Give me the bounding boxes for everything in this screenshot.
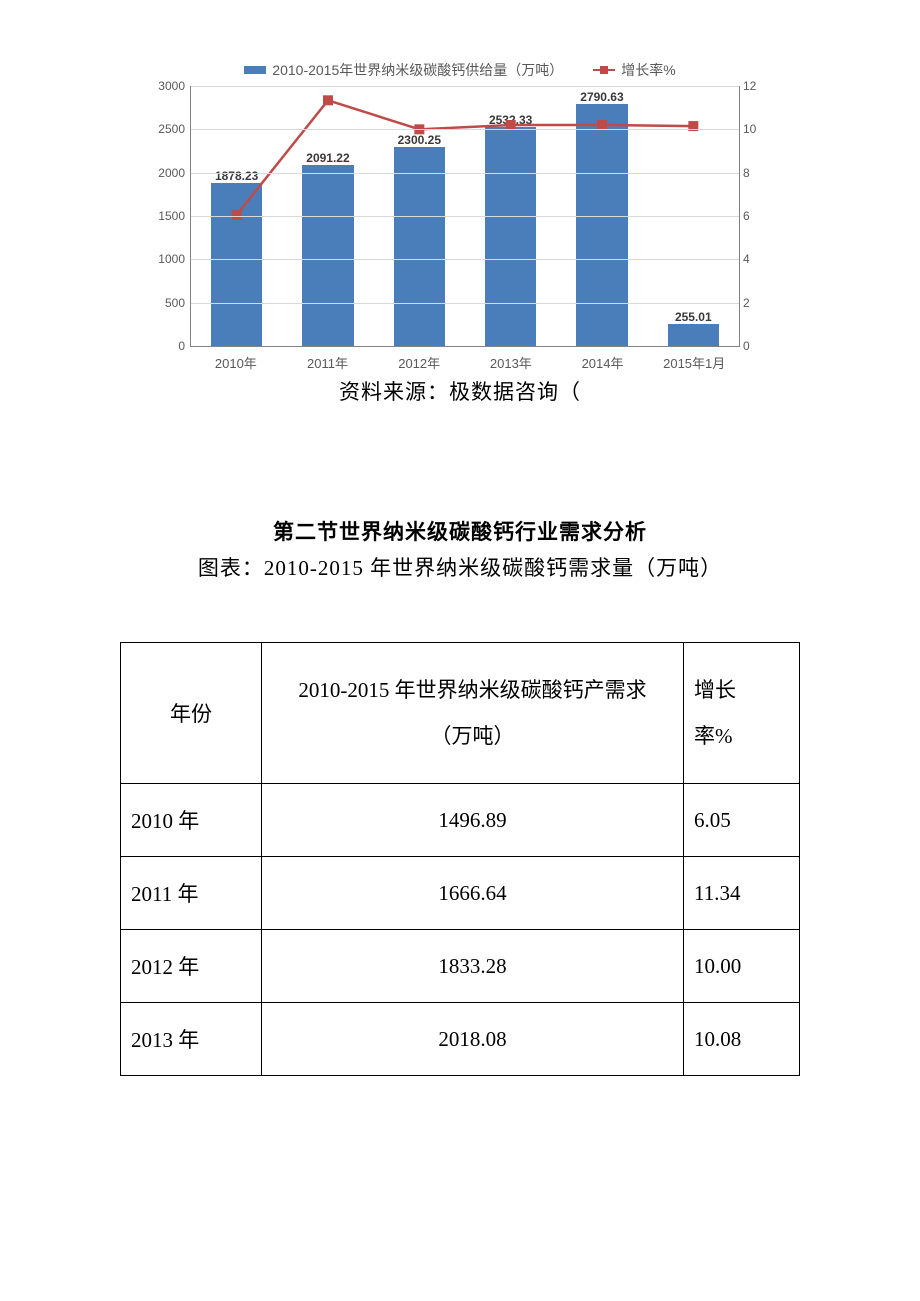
ytick-left: 3000 xyxy=(149,79,185,93)
header-rate-line2: 率% xyxy=(694,713,789,759)
cell-demand: 2018.08 xyxy=(262,1003,684,1076)
bar-value-label: 255.01 xyxy=(675,310,712,324)
legend-bar-label: 2010-2015年世界纳米级碳酸钙供给量（万吨） xyxy=(272,60,563,80)
ytick-right: 12 xyxy=(743,79,767,93)
cell-year: 2013 年 xyxy=(121,1003,262,1076)
ytick-left: 1000 xyxy=(149,252,185,266)
bar-value-label: 2790.63 xyxy=(580,90,623,104)
grid-line xyxy=(191,86,739,87)
grid-line xyxy=(191,129,739,130)
cell-demand: 1496.89 xyxy=(262,784,684,857)
legend-line-label: 增长率% xyxy=(621,60,675,80)
ytick-right: 0 xyxy=(743,339,767,353)
plot-area: 1878.23 2091.22 2300.25 2532.33 2790.63 255.0… xyxy=(191,86,739,346)
cell-year: 2011 年 xyxy=(121,857,262,930)
legend-bar-item: 2010-2015年世界纳米级碳酸钙供给量（万吨） xyxy=(244,60,563,80)
ytick-left: 2000 xyxy=(149,166,185,180)
bar xyxy=(668,324,719,346)
header-demand-line2: （万吨） xyxy=(272,713,673,759)
cell-rate: 10.08 xyxy=(684,1003,800,1076)
x-label: 2010年 xyxy=(190,347,282,372)
table-row: 2010 年 1496.89 6.05 xyxy=(121,784,800,857)
header-demand-line1: 2010-2015 年世界纳米级碳酸钙产需求 xyxy=(272,667,673,713)
legend-line-item: 增长率% xyxy=(593,60,675,80)
ytick-left: 1500 xyxy=(149,209,185,223)
x-label: 2014年 xyxy=(557,347,649,372)
grid-line xyxy=(191,303,739,304)
bar-value-label: 2091.22 xyxy=(306,151,349,165)
cell-rate: 10.00 xyxy=(684,930,800,1003)
x-label: 2015年1月 xyxy=(648,347,740,372)
header-rate-line1: 增长 xyxy=(694,667,789,713)
table-row: 2012 年 1833.28 10.00 xyxy=(121,930,800,1003)
cell-year: 2010 年 xyxy=(121,784,262,857)
bar xyxy=(576,104,627,346)
x-label: 2011年 xyxy=(282,347,374,372)
table-row: 2011 年 1666.64 11.34 xyxy=(121,857,800,930)
demand-table: 年份 2010-2015 年世界纳米级碳酸钙产需求 （万吨） 增长 率% 201… xyxy=(120,642,800,1076)
chart-plot-box: 1878.23 2091.22 2300.25 2532.33 2790.63 255.0… xyxy=(190,86,740,347)
header-demand: 2010-2015 年世界纳米级碳酸钙产需求 （万吨） xyxy=(262,643,684,784)
cell-rate: 6.05 xyxy=(684,784,800,857)
ytick-right: 6 xyxy=(743,209,767,223)
table-title: 图表：2010-2015 年世界纳米级碳酸钙需求量（万吨） xyxy=(110,552,810,582)
grid-line xyxy=(191,216,739,217)
bar-value-label: 1878.23 xyxy=(215,169,258,183)
cell-rate: 11.34 xyxy=(684,857,800,930)
ytick-right: 10 xyxy=(743,122,767,136)
legend-bar-swatch xyxy=(244,66,266,74)
grid-line xyxy=(191,173,739,174)
legend-line-swatch xyxy=(593,66,615,74)
header-rate: 增长 率% xyxy=(684,643,800,784)
source-line: 资料来源：极数据咨询（ xyxy=(110,376,810,406)
table-row: 2013 年 2018.08 10.08 xyxy=(121,1003,800,1076)
cell-demand: 1833.28 xyxy=(262,930,684,1003)
table-header-row: 年份 2010-2015 年世界纳米级碳酸钙产需求 （万吨） 增长 率% xyxy=(121,643,800,784)
x-axis-labels: 2010年2011年2012年2013年2014年2015年1月 xyxy=(190,347,740,372)
section-title: 第二节世界纳米级碳酸钙行业需求分析 xyxy=(110,516,810,546)
supply-chart: 2010-2015年世界纳米级碳酸钙供给量（万吨） 增长率% 1878.2320… xyxy=(150,60,770,372)
ytick-right: 2 xyxy=(743,296,767,310)
bar xyxy=(211,183,262,346)
ytick-right: 8 xyxy=(743,166,767,180)
cell-demand: 1666.64 xyxy=(262,857,684,930)
x-label: 2012年 xyxy=(373,347,465,372)
header-year: 年份 xyxy=(121,643,262,784)
grid-line xyxy=(191,259,739,260)
document-page: 2010-2015年世界纳米级碳酸钙供给量（万吨） 增长率% 1878.2320… xyxy=(0,0,920,1116)
ytick-right: 4 xyxy=(743,252,767,266)
bar xyxy=(394,147,445,346)
ytick-left: 500 xyxy=(149,296,185,310)
cell-year: 2012 年 xyxy=(121,930,262,1003)
x-label: 2013年 xyxy=(465,347,557,372)
chart-legend: 2010-2015年世界纳米级碳酸钙供给量（万吨） 增长率% xyxy=(150,60,770,80)
bar-value-label: 2300.25 xyxy=(398,133,441,147)
bar xyxy=(485,127,536,346)
ytick-left: 0 xyxy=(149,339,185,353)
bar xyxy=(302,165,353,346)
ytick-left: 2500 xyxy=(149,122,185,136)
bar-value-label: 2532.33 xyxy=(489,113,532,127)
